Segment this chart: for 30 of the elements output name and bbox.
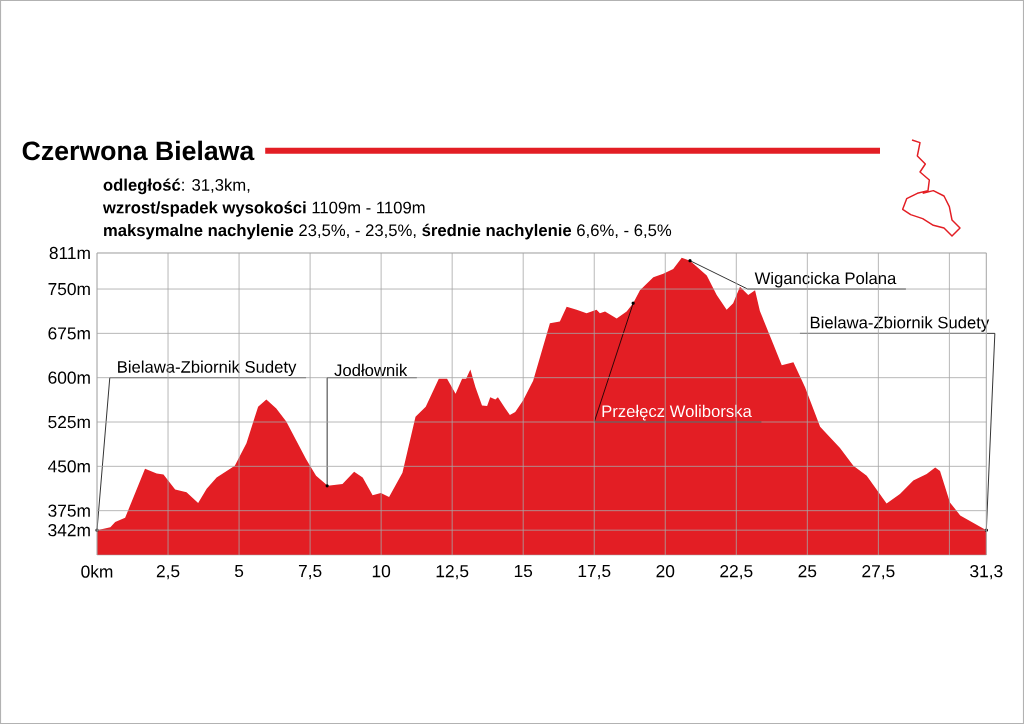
annotation: Bielawa-Zbiornik Sudety [810,316,990,332]
x-tick-label: 31,3 [970,565,1003,580]
y-tick-label: 600m [48,371,90,384]
x-tick-label: 17,5 [578,565,611,580]
annotation: Jodłownik [334,363,408,377]
y-tick-label: 525m [48,415,90,429]
annotation: Bielawa-Zbiornik Sudety [118,360,297,377]
x-tick-label: 27,5 [862,565,895,580]
x-tick-label: 7,5 [298,565,322,580]
chart-subtitle: odległość: 31,3km, [103,178,250,195]
annotation: Przełęcz Woliborska [602,404,752,421]
chart-title: Czerwona Bielawa [22,140,255,161]
x-tick-label: 2,5 [156,565,180,580]
y-tick-label: 811m [49,246,90,260]
x-tick-label: 22,5 [720,565,753,580]
y-tick-label: 750m [48,282,90,296]
text: maksymalne nachylenie 23,5%, - 23,5%, średnie nachylenie 6,6%, - 6,5% [104,223,672,240]
x-tick-label: 0km [81,565,113,578]
x-tick-label: 15 [514,565,533,578]
annotation: Wigancicka Polana [754,271,897,288]
y-tick-label: 675m [48,327,90,340]
y-tick-label: 375m [48,504,90,517]
x-tick-label: 5 [234,565,244,578]
x-tick-label: 20 [656,565,675,578]
y-tick-label: 342m [48,524,90,537]
x-tick-label: 25 [798,565,817,578]
y-tick-label: 450m [48,460,90,473]
x-tick-label: 12,5 [436,565,469,580]
text: wzrost/spadek wysokości 1109m - 1109m [102,201,425,217]
x-tick-label: 10 [372,565,391,578]
